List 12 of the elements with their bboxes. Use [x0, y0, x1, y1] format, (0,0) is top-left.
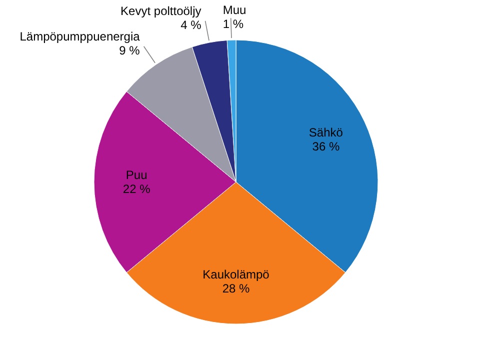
- slice-label: Kevyt polttoöljy: [120, 4, 202, 18]
- slice-label: Kaukolämpö: [202, 267, 270, 282]
- data-label: 22 %: [122, 182, 151, 196]
- data-label: 28 %: [222, 281, 250, 296]
- data-label: 9 %: [119, 43, 140, 58]
- slice-label: Sähkö: [308, 126, 344, 140]
- slice-label: Muu: [222, 3, 246, 18]
- data-label: 1 %: [222, 17, 244, 32]
- data-label: 4 %: [180, 18, 202, 32]
- slice-label: Lämpöpumppuenergia: [20, 29, 140, 44]
- slice-label: Puu: [126, 168, 148, 182]
- data-label: 36 %: [312, 140, 340, 154]
